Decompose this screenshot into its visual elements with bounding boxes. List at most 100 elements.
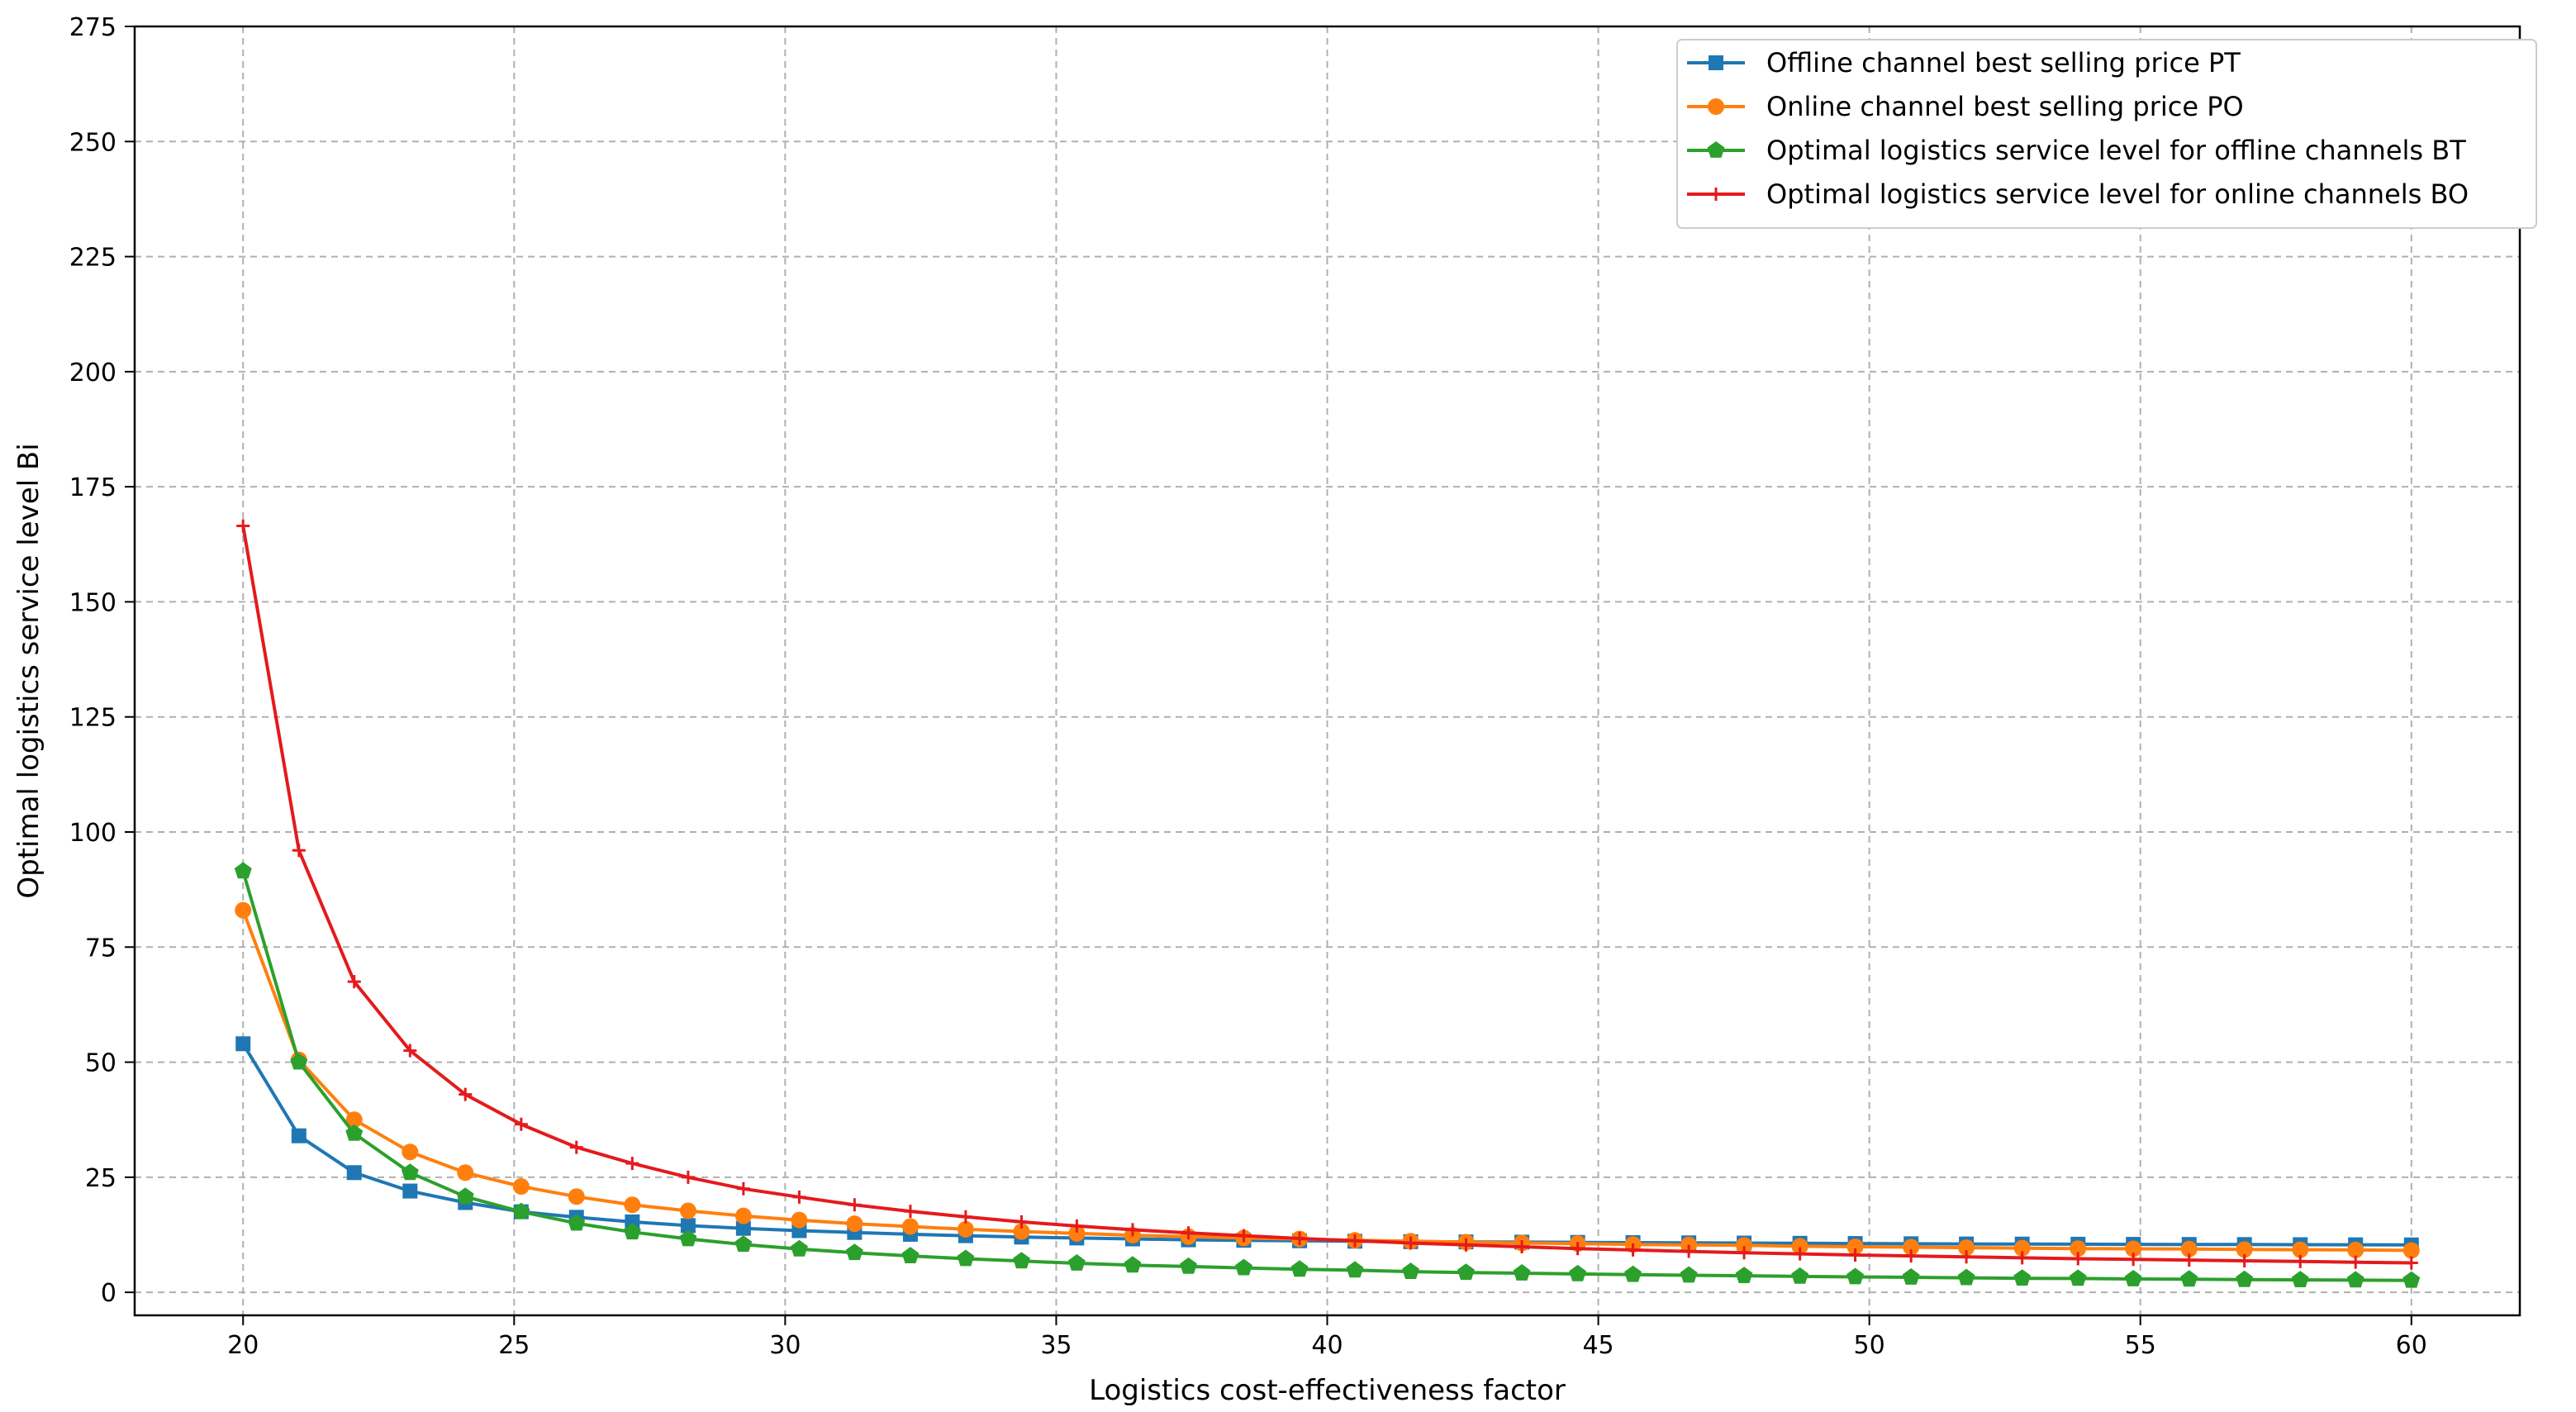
data-point [568,1188,585,1205]
data-point [234,862,252,879]
data-point [1569,1264,1587,1281]
y-tick-label: 225 [69,244,116,273]
data-point [1846,1267,1864,1285]
data-point [1457,1263,1475,1281]
data-point [736,1181,750,1196]
data-point [235,1036,251,1052]
data-point [1513,1264,1531,1281]
legend-swatch-marker [1708,98,1724,115]
data-point [1682,1244,1696,1258]
y-tick-label: 275 [69,13,116,42]
data-point [845,1243,863,1261]
axis-ticks: 20 25 30 35 40 45 50 55 60 0 25 50 75 100 125 150 175 200… [69,13,2427,1360]
data-point [2403,1242,2420,1259]
data-point [848,1198,862,1212]
data-point [734,1235,753,1253]
data-point [2013,1239,2031,1257]
data-point [1293,1231,1307,1245]
x-tick-label: 50 [1854,1331,1885,1360]
data-point [1515,1239,1529,1253]
data-point [569,1140,583,1154]
data-point [2127,1253,2141,1267]
data-point [512,1178,530,1195]
data-point [792,1190,806,1204]
data-point [345,1124,364,1141]
legend-swatch-marker [1709,188,1723,201]
data-point [1737,1246,1751,1260]
y-tick-label: 0 [101,1279,116,1308]
data-point [681,1170,695,1184]
series-line [241,525,2412,1265]
data-point [1346,1261,1364,1278]
data-point [624,1196,641,1214]
y-tick-label: 25 [85,1164,116,1193]
data-point [679,1229,697,1247]
data-point [2404,1256,2418,1270]
data-point [1791,1238,1808,1255]
data-point [2236,1270,2254,1287]
legend-swatch-marker [1709,55,1723,70]
x-tick-label: 45 [1582,1331,1614,1360]
data-point [1626,1243,1640,1257]
data-point [735,1220,751,1236]
data-point [791,1211,808,1229]
data-point [679,1202,696,1219]
legend-label: Offline channel best selling price PT [1766,47,2241,78]
data-point [2236,1241,2253,1258]
data-point [957,1220,974,1238]
data-point [1680,1266,1698,1283]
data-point [901,1247,920,1263]
data-point [1180,1257,1197,1274]
data-point [403,1044,417,1058]
data-point [791,1239,808,1257]
data-point [1902,1268,1920,1285]
data-point [1735,1267,1753,1283]
x-axis-label: Logistics cost-effectiveness factor [1089,1374,1566,1407]
y-tick-label: 75 [85,934,116,963]
data-point [512,1202,530,1219]
data-point [1124,1256,1142,1273]
data-point [2180,1240,2198,1257]
data-point [1404,1236,1418,1250]
data-point [623,1223,641,1240]
x-tick-label: 55 [2125,1331,2156,1360]
data-point [2071,1252,2085,1266]
data-point [1904,1249,1918,1263]
data-point [958,1210,972,1224]
data-point [402,1183,418,1199]
data-point [1125,1223,1139,1237]
x-tick-label: 25 [498,1331,530,1360]
data-point [1402,1262,1419,1279]
data-point [2013,1269,2032,1286]
legend-label: Optimal logistics service level for onli… [1766,178,2469,210]
data-point [2070,1240,2087,1257]
data-point [291,1128,307,1143]
series-4 [236,519,2418,1270]
data-point [1793,1247,1807,1261]
data-point [2182,1253,2196,1267]
series-line [241,870,2412,1282]
data-point [901,1218,919,1235]
y-axis-label: Optimal logistics service level Bi [12,443,45,898]
data-point [345,1111,363,1129]
x-tick-label: 60 [2396,1331,2427,1360]
y-tick-label: 125 [69,704,116,733]
data-point [625,1157,639,1171]
data-point [2347,1241,2365,1258]
data-point [2293,1254,2307,1268]
data-point [2125,1240,2142,1257]
data-point [2403,1271,2421,1288]
data-point [1067,1254,1086,1271]
legend: Offline channel best selling price PT Onl… [1676,39,2537,229]
data-point [568,1214,586,1231]
data-point [1237,1229,1251,1243]
data-point [2346,1271,2365,1288]
data-point [514,1117,528,1131]
data-point [346,1165,362,1181]
series-layer [234,519,2421,1288]
data-point [1347,1234,1362,1248]
legend-item: Online channel best selling price PO [1687,91,2244,122]
x-tick-label: 30 [769,1331,801,1360]
data-point [347,975,361,989]
data-point [402,1143,419,1161]
